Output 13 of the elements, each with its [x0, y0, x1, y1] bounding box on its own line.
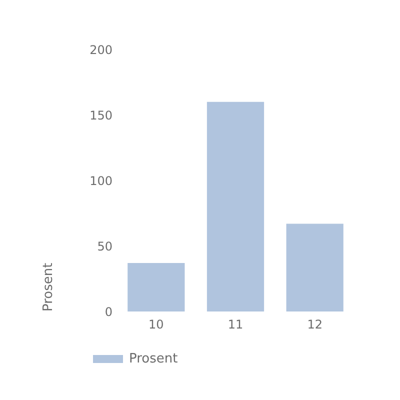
bar — [206, 102, 264, 312]
bar — [286, 224, 344, 312]
y-axis-title: Prosent — [41, 262, 56, 312]
x-tick-label: 12 — [307, 318, 322, 332]
bar — [128, 263, 185, 312]
y-tick-label: 200 — [90, 43, 112, 57]
y-tick-label: 100 — [90, 174, 112, 188]
y-tick-label: 0 — [104, 305, 113, 319]
x-tick-label: 10 — [148, 318, 164, 332]
legend-label: Prosent — [129, 351, 178, 366]
y-tick-label: 150 — [90, 108, 112, 122]
x-tick-label: 11 — [228, 318, 244, 332]
y-tick-label: 50 — [97, 240, 113, 254]
